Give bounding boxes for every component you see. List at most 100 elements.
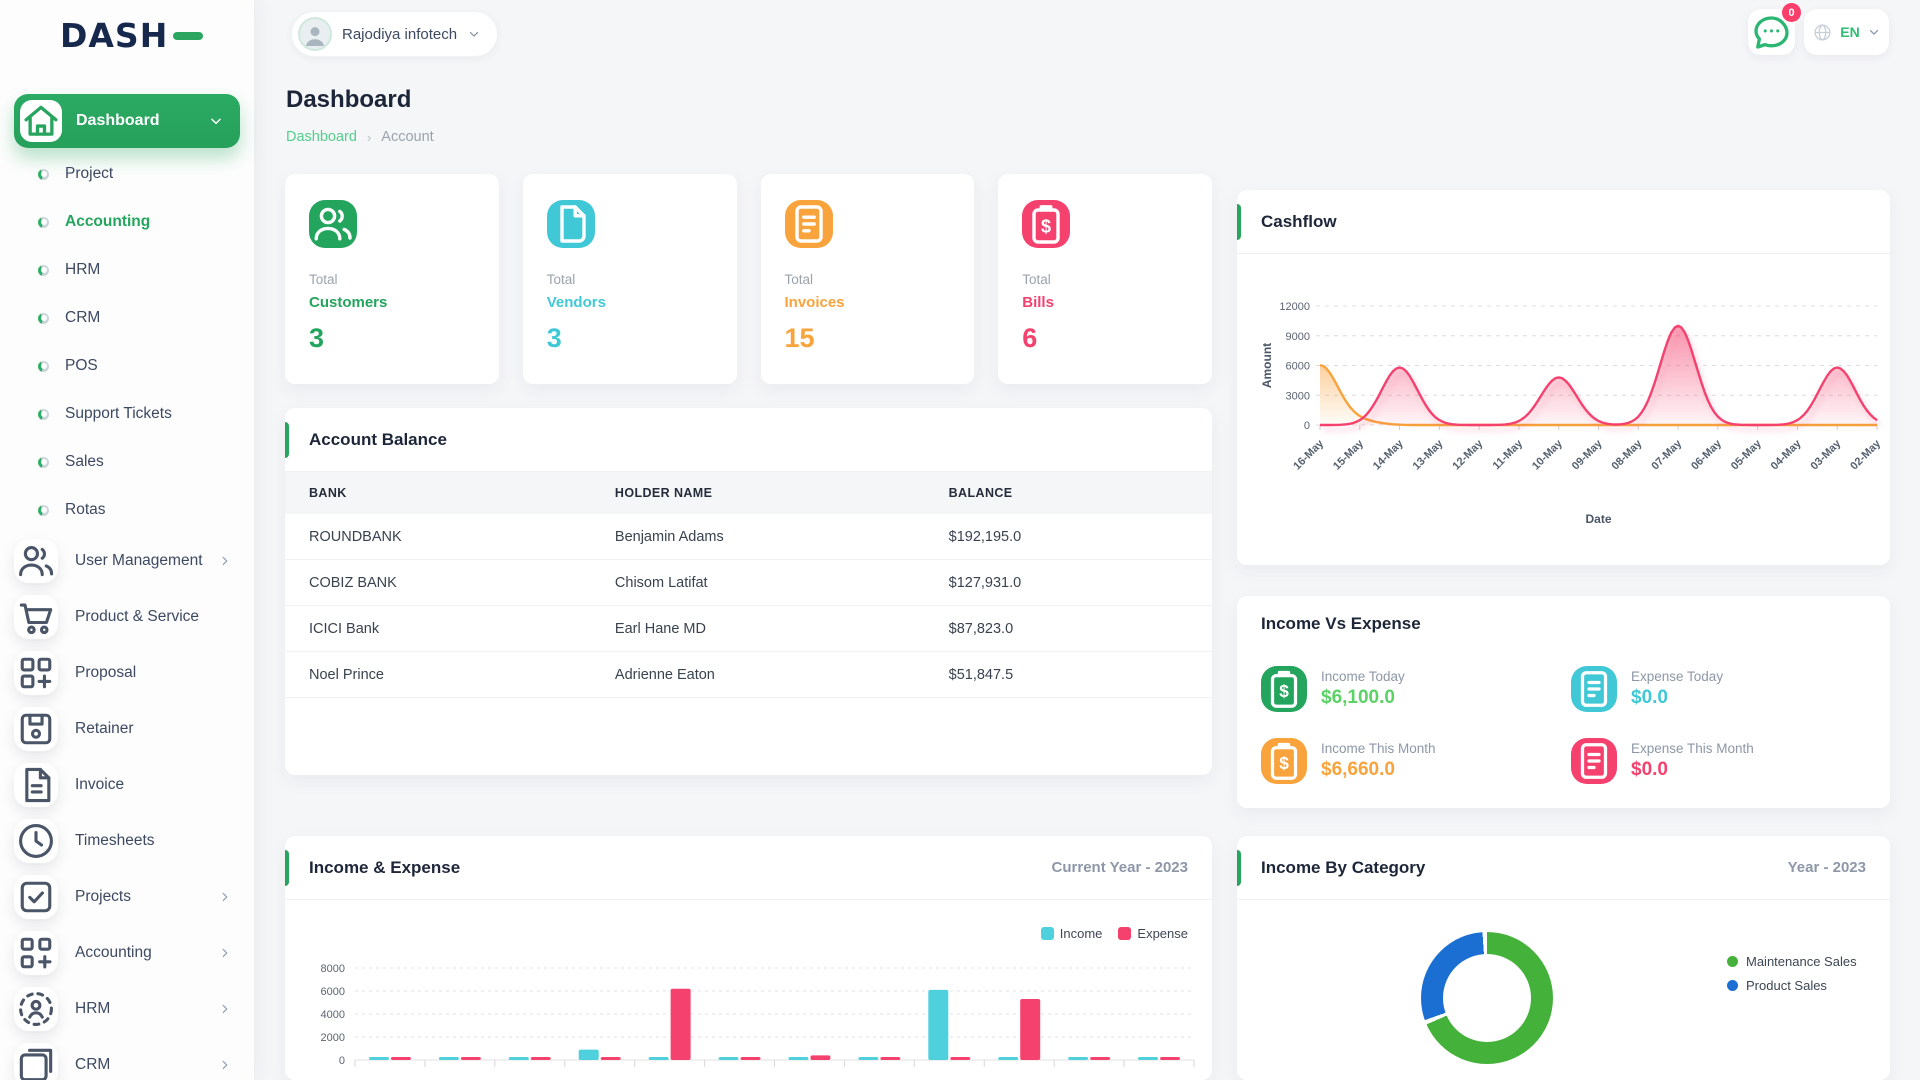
users-icon [14, 539, 58, 583]
stat-value: 15 [784, 323, 815, 353]
chevron-down-icon [1867, 25, 1881, 39]
sidebar-item-label: CRM [75, 1056, 111, 1073]
sidebar-item-projects[interactable]: Projects [0, 869, 254, 925]
svg-text:8000: 8000 [321, 963, 345, 975]
sidebar-item-label: Timesheets [75, 832, 155, 849]
stat-label: Customers [309, 294, 388, 311]
hrm-icon [14, 987, 58, 1031]
account-balance-table: BANK HOLDER NAME BALANCE ROUNDBANK Benjamin… [285, 472, 1212, 698]
sidebar-item-retainer[interactable]: Retainer [0, 701, 254, 757]
sidebar-item-label: Invoice [75, 776, 125, 793]
svg-text:03-May: 03-May [1808, 437, 1843, 472]
sidebar-item-rotas[interactable]: Rotas [0, 486, 254, 534]
sidebar-item-hrm[interactable]: HRM [0, 981, 254, 1037]
legend-label: Product Sales [1746, 978, 1827, 993]
breadcrumb: Dashboard › Account [286, 129, 434, 145]
customers-icon [309, 200, 357, 248]
sidebar-item-label: POS [65, 357, 98, 374]
svg-text:07-May: 07-May [1649, 437, 1684, 472]
brand-logo[interactable]: DASH [60, 16, 204, 55]
stats-row: Total Customers 3 Total Vendors 3 Total Invoice… [285, 174, 1212, 384]
accounting-icon [14, 931, 58, 975]
sidebar-item-crm[interactable]: CRM [0, 1037, 254, 1080]
chart-period: Year - 2023 [1787, 859, 1866, 876]
table-row: ICICI Bank Earl Hane MD $87,823.0 [285, 605, 1212, 652]
sidebar-menu-list: User Management Product & Service Proposal… [0, 533, 254, 1080]
stat-card-bills: $ Total Bills 6 [998, 174, 1212, 384]
projects-icon [14, 875, 58, 919]
bullet-icon [38, 264, 49, 276]
income-by-category-card: Income By Category Year - 2023 Maintenan… [1237, 836, 1890, 1080]
stat-prefix: Total [309, 272, 338, 287]
income-swatch-icon [1040, 927, 1054, 940]
metric-expense-today: Expense Today $0.0 [1571, 658, 1866, 720]
maintenance-sales-dot-icon [1727, 956, 1738, 967]
sidebar-item-label: Support Tickets [65, 405, 172, 422]
breadcrumb-link[interactable]: Dashboard [286, 129, 357, 145]
svg-text:Date: Date [1585, 512, 1611, 526]
sidebar-item-accounting[interactable]: Accounting [0, 925, 254, 981]
stat-value: 3 [309, 323, 325, 353]
chat-icon [1748, 9, 1795, 56]
language-code: EN [1840, 24, 1860, 40]
sidebar-item-proposal[interactable]: Proposal [0, 645, 254, 701]
sidebar-item-label: Projects [75, 888, 131, 905]
svg-text:08-May: 08-May [1610, 437, 1645, 472]
accent-bar [1237, 204, 1241, 240]
sidebar-item-hrm[interactable]: HRM [0, 246, 254, 294]
svg-text:12-May: 12-May [1450, 437, 1485, 472]
bullet-icon [38, 360, 49, 372]
card-title: Cashflow [1261, 211, 1337, 231]
stat-card-invoices: Total Invoices 15 [760, 174, 975, 384]
sidebar-item-crm[interactable]: CRM [0, 294, 254, 342]
sidebar-item-product-service[interactable]: Product & Service [0, 589, 254, 645]
sidebar-item-sales[interactable]: Sales [0, 438, 254, 486]
sidebar-item-project[interactable]: Project [0, 150, 254, 198]
legend-item-expense: Expense [1118, 926, 1188, 941]
sidebar-item-label: Accounting [75, 944, 152, 961]
metric-label: Expense Today [1631, 669, 1724, 684]
metric-value: $0.0 [1631, 759, 1668, 780]
stat-prefix: Total [784, 272, 814, 287]
sidebar-item-invoice[interactable]: Invoice [0, 757, 254, 813]
income-icon: $ [1261, 666, 1307, 712]
language-selector[interactable]: EN [1804, 9, 1889, 55]
bullet-icon [38, 168, 49, 180]
notification-badge: 0 [1782, 3, 1801, 22]
proposal-icon [14, 651, 58, 695]
svg-text:14-May: 14-May [1371, 437, 1406, 472]
stat-card-vendors: Total Vendors 3 [522, 174, 737, 384]
user-menu[interactable]: Rajodiya infotech [291, 11, 499, 57]
accent-bar [285, 850, 289, 886]
income-expense-card: Income & Expense Current Year - 2023 Inc… [285, 836, 1212, 1080]
chevron-right-icon [218, 946, 232, 960]
accent-bar [1237, 850, 1241, 886]
holder-name: Adrienne Eaton [590, 651, 925, 698]
sidebar-item-pos[interactable]: POS [0, 342, 254, 390]
svg-text:15-May: 15-May [1331, 437, 1366, 472]
sidebar-item-timesheets[interactable]: Timesheets [0, 813, 254, 869]
svg-text:9000: 9000 [1286, 331, 1310, 343]
bullet-icon [38, 216, 49, 228]
sidebar-item-accounting[interactable]: Accounting [0, 198, 254, 246]
balance-value: $192,195.0 [924, 514, 1212, 560]
sidebar-item-user-management[interactable]: User Management [0, 533, 254, 589]
stat-value: 3 [546, 323, 562, 353]
sidebar: DASH Dashboard Project Accounting HRM CRM PO… [0, 0, 254, 1080]
metric-label: Income This Month [1321, 741, 1436, 756]
income-vs-expense-card: Income Vs Expense $ Income Today $6,100.0 E… [1237, 596, 1890, 808]
metric-value: $6,100.0 [1321, 687, 1395, 708]
expense-icon [1571, 666, 1617, 712]
svg-text:3000: 3000 [1286, 390, 1310, 402]
sidebar-item-support-tickets[interactable]: Support Tickets [0, 390, 254, 438]
sidebar-item-dashboard[interactable]: Dashboard [14, 94, 240, 148]
holder-name: Chisom Latifat [590, 559, 925, 606]
svg-text:2000: 2000 [321, 1032, 345, 1044]
messages-button[interactable]: 0 [1748, 3, 1801, 56]
income-vs-expense-grid: $ Income Today $6,100.0 Expense Today $0.0 $ I… [1237, 652, 1890, 792]
svg-text:$: $ [1279, 753, 1289, 773]
account-balance-card: Account Balance BANK HOLDER NAME BALANCE R… [285, 408, 1212, 775]
brand-name: DASH [60, 16, 169, 55]
avatar [298, 17, 332, 51]
